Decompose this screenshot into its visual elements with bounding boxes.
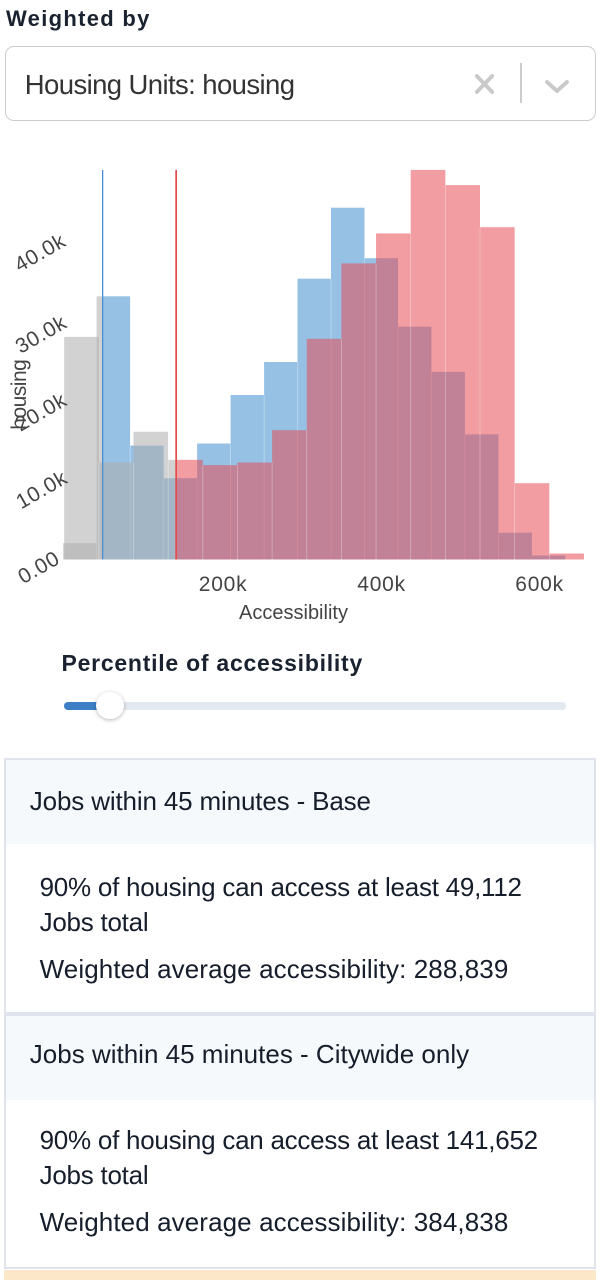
svg-text:0.00: 0.00 xyxy=(14,547,64,589)
svg-text:10.0k: 10.0k xyxy=(12,466,71,514)
svg-text:Accessibility: Accessibility xyxy=(239,602,348,624)
svg-text:200k: 200k xyxy=(199,573,248,596)
svg-text:400k: 400k xyxy=(357,573,406,596)
svg-text:30.0k: 30.0k xyxy=(12,311,71,359)
svg-text:600k: 600k xyxy=(515,573,564,596)
svg-text:40.0k: 40.0k xyxy=(11,229,70,277)
svg-text:housing: housing xyxy=(8,360,31,430)
